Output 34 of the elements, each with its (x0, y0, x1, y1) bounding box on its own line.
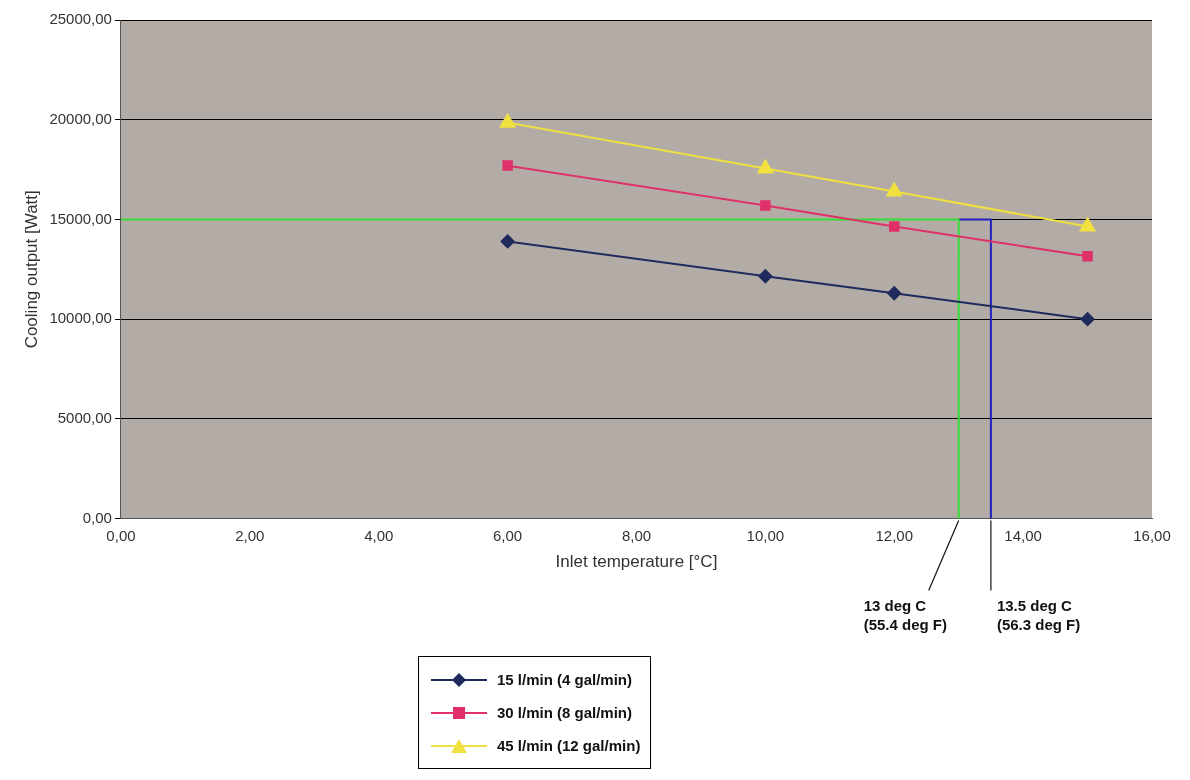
point (886, 182, 903, 197)
annotation: 13.5 deg C (56.3 deg F) (996, 596, 1081, 633)
legend-label: 30 l/min (8 gal/min) (497, 704, 633, 721)
x-tick-label: 10,00 (746, 526, 785, 544)
point (502, 160, 513, 171)
y-tick-label: 20000,00 (49, 109, 112, 127)
x-tick-label: 12,00 (875, 526, 914, 544)
point (1082, 251, 1093, 262)
point (1080, 312, 1095, 327)
y-axis-title: Cooling output [Watt] (21, 190, 41, 349)
y-tick-label: 25000,00 (49, 10, 112, 28)
x-tick-label: 2,00 (235, 526, 265, 544)
legend-label: 15 l/min (4 gal/min) (497, 671, 633, 688)
point (499, 113, 516, 128)
point (889, 221, 900, 232)
point (887, 286, 902, 301)
legend-label: 45 l/min (12 gal/min) (497, 737, 641, 754)
annotation: 13 deg C (55.4 deg F) (863, 596, 948, 633)
y-tick-label: 15000,00 (49, 209, 112, 227)
x-tick-label: 4,00 (364, 526, 394, 544)
x-tick-label: 16,00 (1133, 526, 1171, 544)
point (757, 159, 774, 174)
y-tick-label: 0,00 (82, 508, 112, 526)
x-axis-title: Inlet temperature [°C] (555, 552, 718, 572)
y-tick-label: 5000,00 (57, 409, 112, 427)
x-tick-label: 14,00 (1004, 526, 1042, 544)
x-tick-label: 6,00 (493, 526, 523, 544)
point (1079, 217, 1096, 232)
x-tick-label: 8,00 (621, 526, 652, 544)
point (758, 269, 773, 284)
point (760, 200, 771, 211)
point (500, 234, 515, 249)
y-tick-label: 10000,00 (49, 309, 112, 327)
x-tick-label: 0,00 (106, 526, 136, 544)
